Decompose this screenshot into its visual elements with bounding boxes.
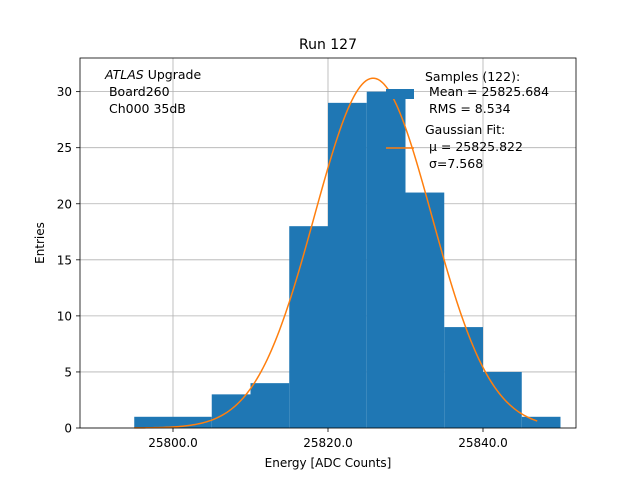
x-tick-label: 25840.0: [458, 436, 508, 450]
histogram-bars: [134, 91, 561, 429]
axis-ticks: 25800.0 25820.0 25840.0 0 5 10 15 20 25 30: [57, 85, 508, 450]
gaussian-fit-curve: [134, 77, 538, 429]
histogram-bar: [289, 226, 328, 428]
annotation-line-3: Ch000 35dB: [105, 101, 186, 116]
x-tick-label: 25820.0: [303, 436, 353, 450]
y-tick-label: 10: [57, 309, 72, 323]
histogram-bar: [328, 102, 367, 429]
annotation-line-2: Board260: [105, 84, 170, 99]
legend-samples-patch: [386, 89, 414, 99]
y-tick-label: 15: [57, 253, 72, 267]
x-axis-label: Energy [ADC Counts]: [265, 456, 392, 470]
legend-samples-line-3: RMS = 8.534: [425, 101, 511, 116]
legend-samples-line-1: Samples (122):: [425, 69, 520, 84]
histogram-bar: [173, 416, 212, 428]
legend-fit-line-1: Gaussian Fit:: [425, 122, 505, 137]
histogram-bar: [444, 327, 483, 428]
histogram-bar: [521, 416, 561, 428]
annotation-line-1: ATLAS Upgrade: [104, 67, 201, 82]
histogram-bar: [211, 394, 251, 428]
atlas-annotation: ATLAS Upgrade Board260 Ch000 35dB: [104, 67, 201, 116]
legend-samples-line-2: Mean = 25825.684: [425, 84, 549, 99]
legend: Samples (122): Mean = 25825.684 RMS = 8.…: [386, 69, 549, 171]
y-tick-label: 0: [64, 422, 72, 436]
y-tick-label: 20: [57, 197, 72, 211]
x-tick-label: 25800.0: [148, 436, 198, 450]
histogram-bar: [134, 416, 173, 428]
y-tick-label: 25: [57, 141, 72, 155]
y-axis-label: Entries: [33, 222, 47, 264]
histogram-bar: [250, 383, 290, 428]
y-tick-label: 5: [64, 365, 72, 379]
histogram-bar: [483, 371, 522, 428]
histogram-bar: [405, 192, 445, 428]
y-tick-label: 30: [57, 85, 72, 99]
chart-title: Run 127: [299, 37, 357, 53]
histogram-bar: [366, 91, 406, 429]
legend-fit-line-3: σ=7.568: [425, 156, 483, 171]
legend-fit-line-2: μ = 25825.822: [425, 139, 523, 154]
